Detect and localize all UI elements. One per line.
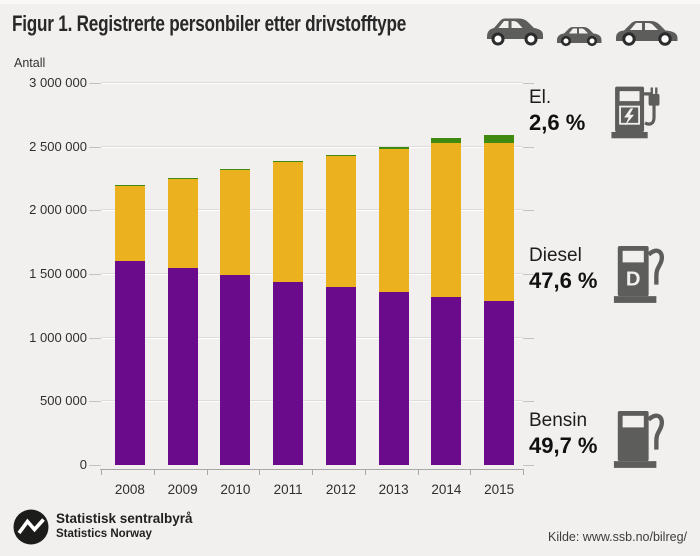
y-axis-tick-label: 0 bbox=[79, 457, 87, 472]
y-axis-tick bbox=[89, 83, 101, 84]
x-axis-tick-label: 2014 bbox=[431, 482, 462, 497]
bar-segment-bensin-2010 bbox=[220, 275, 251, 465]
bar-segment-diesel-2011 bbox=[273, 161, 304, 282]
x-axis-tick bbox=[101, 469, 102, 475]
bar-segment-el-2013 bbox=[378, 146, 409, 150]
x-axis-tick bbox=[364, 469, 366, 475]
y-axis-tick bbox=[523, 401, 534, 403]
y-axis-tick bbox=[89, 274, 101, 275]
bar-segment-el-2015 bbox=[484, 134, 515, 144]
y-axis-tick-label: 500 000 bbox=[40, 393, 87, 409]
bar-segment-bensin-2014 bbox=[431, 296, 462, 465]
x-axis-tick-label: 2015 bbox=[484, 482, 515, 497]
footer-org-block: Statistisk sentralbyrå Statistics Norway bbox=[56, 512, 193, 540]
bar-segment-el-2012 bbox=[325, 154, 356, 157]
x-axis-tick bbox=[206, 469, 208, 475]
bar-segment-el-2014 bbox=[431, 137, 462, 143]
bar-segment-diesel-2013 bbox=[378, 149, 409, 293]
ssb-logo-icon bbox=[13, 509, 49, 545]
x-axis-tick-label: 2013 bbox=[378, 482, 409, 497]
legend-item-bensin: Bensin 49,7 % bbox=[529, 409, 700, 459]
bar-segment-diesel-2008 bbox=[114, 184, 145, 262]
compact-car-icon bbox=[557, 27, 602, 47]
sedan-car-icon bbox=[616, 21, 678, 46]
legend-item-diesel: Diesel 47,6 % bbox=[529, 244, 700, 294]
y-axis-title: Antall bbox=[14, 56, 46, 70]
org-name: Statistisk sentralbyrå bbox=[56, 511, 193, 526]
source-text: Kilde: www.ssb.no/bilreg/ bbox=[548, 530, 687, 544]
y-axis-tick bbox=[523, 337, 534, 339]
legend-value-diesel: 47,6 % bbox=[529, 268, 598, 293]
bar-segment-diesel-2014 bbox=[431, 142, 462, 297]
y-axis-tick bbox=[89, 337, 101, 339]
x-axis-tick bbox=[417, 469, 419, 475]
y-axis-tick-label: 1 000 000 bbox=[29, 329, 87, 345]
x-axis-tick bbox=[312, 469, 313, 475]
svg-text:D: D bbox=[626, 269, 641, 291]
bar-segment-diesel-2012 bbox=[325, 156, 356, 288]
bar-segment-diesel-2009 bbox=[167, 178, 198, 269]
x-axis-tick-label: 2012 bbox=[325, 482, 356, 497]
gridline bbox=[101, 273, 523, 274]
bar-segment-el-2011 bbox=[273, 161, 304, 162]
y-axis-tick-label: 2 500 000 bbox=[29, 138, 87, 154]
y-axis-tick bbox=[523, 465, 534, 466]
y-axis-tick bbox=[523, 146, 534, 148]
x-axis-tick-label: 2008 bbox=[114, 482, 145, 497]
gridline bbox=[101, 209, 523, 211]
y-axis-tick-label: 3 000 000 bbox=[29, 75, 87, 90]
y-axis-tick bbox=[89, 210, 101, 212]
y-axis-tick bbox=[523, 210, 534, 212]
car-icons-group bbox=[484, 13, 696, 47]
gridline bbox=[101, 82, 523, 83]
gridline bbox=[101, 145, 523, 147]
x-axis-tick-label: 2011 bbox=[273, 482, 303, 497]
ev-charger-icon bbox=[611, 86, 660, 139]
bar-segment-bensin-2012 bbox=[325, 287, 356, 465]
legend-label-diesel: Diesel bbox=[529, 245, 582, 266]
y-axis-tick bbox=[89, 146, 101, 148]
suv-car-icon bbox=[487, 18, 543, 46]
x-axis-tick bbox=[523, 469, 524, 475]
gridline bbox=[101, 336, 523, 338]
bar-segment-bensin-2013 bbox=[378, 292, 409, 465]
bar-segment-bensin-2015 bbox=[484, 300, 515, 465]
y-axis-tick bbox=[89, 401, 101, 403]
legend-label-bensin: Bensin bbox=[529, 410, 588, 431]
gridline bbox=[101, 400, 523, 402]
y-axis-tick bbox=[523, 83, 534, 84]
bar-segment-diesel-2010 bbox=[220, 169, 251, 276]
bar-segment-diesel-2015 bbox=[484, 143, 515, 301]
top-divider bbox=[0, 0, 700, 4]
y-axis-tick bbox=[523, 274, 534, 275]
x-axis-tick-label: 2009 bbox=[167, 482, 198, 497]
diesel-pump-icon: D bbox=[613, 246, 664, 303]
y-axis-tick-label: 1 500 000 bbox=[29, 266, 87, 281]
y-axis-tick bbox=[89, 465, 101, 466]
x-axis-tick bbox=[470, 469, 472, 475]
x-axis-tick bbox=[259, 469, 261, 475]
bar-segment-bensin-2011 bbox=[273, 281, 304, 465]
bar-segment-bensin-2009 bbox=[167, 268, 198, 465]
legend-label-el: El. bbox=[529, 87, 552, 108]
plot-area: 0 500 000 1 000 000 1 500 000 2 000 000 2 500… bbox=[29, 75, 534, 497]
x-axis-tick-label: 2010 bbox=[220, 482, 251, 497]
x-axis-tick bbox=[153, 469, 155, 475]
petrol-pump-icon bbox=[613, 411, 664, 468]
legend-value-el: 2,6 % bbox=[529, 110, 586, 135]
bar-segment-el-2010 bbox=[220, 169, 251, 170]
bar-segment-bensin-2008 bbox=[114, 261, 145, 465]
legend-item-el: El. 2,6 % bbox=[529, 86, 700, 136]
y-axis-tick-label: 2 000 000 bbox=[29, 202, 87, 218]
figure-title: Figur 1. Registrerte personbiler etter d… bbox=[12, 11, 407, 36]
legend-value-bensin: 49,7 % bbox=[529, 433, 598, 458]
org-name-english: Statistics Norway bbox=[56, 527, 152, 540]
